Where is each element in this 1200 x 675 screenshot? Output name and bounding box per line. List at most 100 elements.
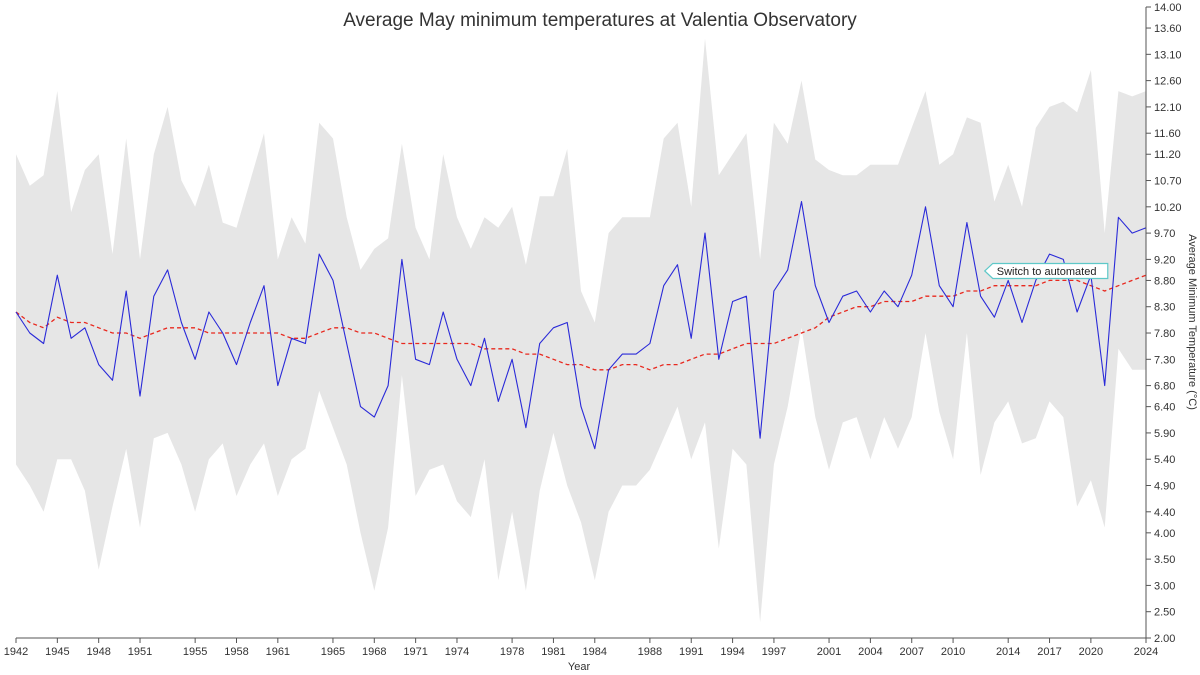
data-point (1034, 279, 1037, 282)
y-tick-label: 11.20 (1154, 149, 1181, 161)
x-tick-label: 1958 (224, 646, 248, 658)
data-point (800, 200, 803, 203)
x-tick-label: 1945 (45, 646, 69, 658)
data-point (883, 290, 886, 293)
data-point (621, 353, 624, 356)
data-point (497, 400, 500, 403)
data-point (786, 268, 789, 271)
x-tick-label: 1948 (86, 646, 110, 658)
data-point (635, 353, 638, 356)
data-point (263, 284, 266, 287)
y-tick-label: 10.20 (1154, 202, 1182, 214)
y-tick-label: 6.40 (1154, 402, 1175, 414)
data-point (952, 305, 955, 308)
y-tick-label: 3.50 (1154, 554, 1175, 566)
data-point (1007, 279, 1010, 282)
data-point (897, 305, 900, 308)
data-point (207, 311, 210, 314)
data-point (221, 332, 224, 335)
data-point (235, 363, 238, 366)
y-tick-label: 4.40 (1154, 507, 1175, 519)
data-point (690, 337, 693, 340)
data-point (56, 274, 59, 277)
data-point (387, 384, 390, 387)
data-point (1021, 321, 1024, 324)
y-tick-label: 14.00 (1154, 2, 1182, 14)
y-tick-label: 2.50 (1154, 607, 1175, 619)
data-point (97, 363, 100, 366)
data-point (731, 300, 734, 303)
data-point (442, 311, 445, 314)
data-point (373, 416, 376, 419)
data-point (1076, 311, 1079, 314)
data-point (1048, 253, 1051, 256)
annotation-label: Switch to automated (997, 266, 1097, 278)
x-tick-label: 1971 (403, 646, 427, 658)
data-point (483, 337, 486, 340)
y-tick-label: 4.00 (1154, 528, 1175, 540)
data-point (166, 268, 169, 271)
data-point (759, 437, 762, 440)
data-point (152, 295, 155, 298)
data-point (111, 379, 114, 382)
data-point (414, 358, 417, 361)
y-tick-label: 3.00 (1154, 580, 1175, 592)
series-layer (15, 200, 1147, 450)
data-point (180, 321, 183, 324)
y-tick-label: 6.80 (1154, 381, 1175, 393)
data-point (938, 284, 941, 287)
data-point (524, 426, 527, 429)
data-point (607, 368, 610, 371)
y-tick-label: 10.70 (1154, 176, 1182, 188)
data-point (828, 321, 831, 324)
annotation-layer: Switch to automated (983, 262, 1109, 280)
x-tick-label: 1988 (638, 646, 662, 658)
chart-title: Average May minimum temperatures at Vale… (343, 10, 857, 31)
data-point (139, 395, 142, 398)
data-point (359, 405, 362, 408)
x-tick-label: 1968 (362, 646, 386, 658)
data-point (249, 321, 252, 324)
x-tick-label: 1955 (183, 646, 207, 658)
x-tick-label: 1942 (4, 646, 28, 658)
data-point (469, 384, 472, 387)
data-point (924, 205, 927, 208)
trend-line (15, 274, 1147, 371)
data-point (662, 284, 665, 287)
data-point (538, 342, 541, 345)
x-tick-label: 1965 (321, 646, 345, 658)
x-tick-label: 1991 (679, 646, 703, 658)
data-point (648, 342, 651, 345)
data-point (125, 290, 128, 293)
data-point (456, 358, 459, 361)
y-axis-label: Average Minimum Temperature (°C) (1186, 234, 1198, 410)
x-tick-label: 1981 (541, 646, 565, 658)
data-point (580, 405, 583, 408)
y-tick-label: 8.30 (1154, 302, 1175, 314)
y-tick-label: 5.40 (1154, 454, 1175, 466)
y-tick-label: 9.20 (1154, 254, 1175, 266)
y-tick-label: 2.00 (1154, 633, 1175, 645)
x-tick-label: 2004 (858, 646, 882, 658)
x-tick-label: 1984 (583, 646, 607, 658)
y-tick-label: 4.90 (1154, 481, 1175, 493)
data-point (704, 232, 707, 235)
data-point (841, 295, 844, 298)
x-tick-label: 2014 (996, 646, 1020, 658)
x-tick-group: 1942 1945 1948 1951 1955 1958 1961 1965 1968 1971… (4, 638, 1158, 658)
x-tick-label: 2020 (1079, 646, 1103, 658)
y-tick-label: 5.90 (1154, 428, 1175, 440)
data-point (979, 295, 982, 298)
data-point (772, 290, 775, 293)
data-point (1062, 258, 1065, 261)
x-tick-label: 2001 (817, 646, 841, 658)
data-point (42, 342, 45, 345)
y-tick-label: 8.80 (1154, 275, 1175, 287)
data-point (318, 253, 321, 256)
data-point (70, 337, 73, 340)
data-point (511, 358, 514, 361)
temperature-line (15, 201, 1147, 450)
y-tick-label: 12.60 (1154, 76, 1182, 88)
data-point (345, 342, 348, 345)
